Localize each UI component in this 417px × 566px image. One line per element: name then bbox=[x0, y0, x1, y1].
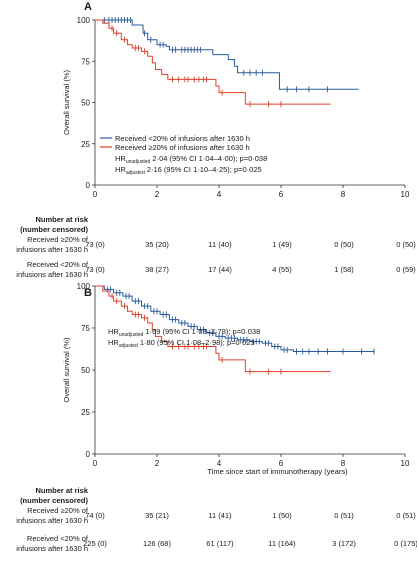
risk-row-label-line1: Received ≥20% of bbox=[27, 235, 89, 244]
x-axis-label: Time since start of immunotherapy (years… bbox=[207, 467, 348, 476]
y-tick-label: 25 bbox=[81, 140, 90, 149]
risk-value: 35 (20) bbox=[145, 240, 169, 249]
risk-row-label-line1: Received ≥20% of bbox=[27, 506, 89, 515]
risk-row-label-line1: Received <20% of bbox=[27, 260, 89, 269]
hr-value: 2·16 (95% CI 1·10–4·25); p=0·025 bbox=[145, 165, 262, 174]
panel-a: A 0 25 50 75 100 0 2 4 6 8 10 Overall survival (%) Re… bbox=[16, 1, 416, 279]
risk-value: 0 (50) bbox=[396, 240, 416, 249]
panel-label: A bbox=[84, 1, 92, 13]
y-tick-label: 50 bbox=[81, 366, 90, 375]
risk-value: 1 (50) bbox=[272, 511, 292, 520]
y-axis-label: Overall survival (%) bbox=[62, 337, 71, 403]
x-tick-label: 0 bbox=[93, 190, 98, 199]
risk-row-label-line1: Received <20% of bbox=[27, 534, 89, 543]
x-tick-label: 8 bbox=[341, 459, 346, 468]
y-tick-label: 25 bbox=[81, 408, 90, 417]
risk-row-label-line2: infusions after 1630 h bbox=[16, 270, 88, 279]
hr-value: 1·69 (95% CI 1·03–2·78); p=0·038 bbox=[143, 327, 260, 336]
risk-value: 61 (117) bbox=[206, 539, 234, 548]
risk-value: 11 (41) bbox=[208, 511, 232, 520]
risk-row-label-line2: infusions after 1630 h bbox=[16, 544, 88, 553]
survival-chart-b: B 0 25 50 75 100 0 2 4 6 8 10 Overall survival (%) Ti… bbox=[16, 282, 417, 553]
y-tick-label: 75 bbox=[81, 57, 90, 66]
x-tick-label: 4 bbox=[217, 190, 222, 199]
panel-label: B bbox=[84, 287, 92, 299]
risk-value: 0 (59) bbox=[396, 265, 416, 274]
risk-value: 74 (0) bbox=[85, 511, 105, 520]
hr-prefix: HR bbox=[108, 338, 119, 347]
hr-value: 1·80 (95% CI 1·08–2·98); p=0·023 bbox=[138, 338, 255, 347]
survival-chart-a: A 0 25 50 75 100 0 2 4 6 8 10 Overall survival (%) Re… bbox=[16, 1, 416, 279]
hr_adjusted-text: HRadjusted 1·80 (95% CI 1·08–2·98); p=0·… bbox=[108, 338, 255, 349]
y-tick-label: 0 bbox=[86, 181, 91, 190]
risk-table-title: Number at risk bbox=[35, 215, 88, 224]
risk-value: 11 (164) bbox=[268, 539, 296, 548]
risk-value: 17 (44) bbox=[208, 265, 232, 274]
risk-table-title: Number at risk bbox=[35, 486, 88, 495]
hr-subscript: adjusted bbox=[126, 170, 145, 176]
x-tick-label: 10 bbox=[401, 459, 410, 468]
panel-b: B 0 25 50 75 100 0 2 4 6 8 10 Overall survival (%) Ti… bbox=[0, 282, 417, 566]
risk-value: 73 (0) bbox=[85, 240, 105, 249]
risk-row-label-line2: infusions after 1630 h bbox=[16, 245, 88, 254]
legend-entry: Received <20% of infusions after 1630 h bbox=[115, 134, 250, 143]
risk-value: 4 (55) bbox=[272, 265, 292, 274]
risk-value: 3 (172) bbox=[332, 539, 356, 548]
risk-value: 35 (21) bbox=[145, 511, 169, 520]
hr_unadjusted-text: HRunadjusted 2·04 (95% CI 1·04–4·00); p=… bbox=[115, 154, 267, 165]
risk-table-subtitle: (number censored) bbox=[20, 225, 88, 234]
risk-value: 0 (50) bbox=[334, 240, 354, 249]
x-tick-label: 6 bbox=[279, 190, 284, 199]
x-tick-label: 8 bbox=[341, 190, 346, 199]
hr_unadjusted-text: HRunadjusted 1·69 (95% CI 1·03–2·78); p=… bbox=[108, 327, 260, 338]
risk-value: 225 (0) bbox=[83, 539, 107, 548]
risk-value: 1 (58) bbox=[334, 265, 354, 274]
x-tick-label: 6 bbox=[279, 459, 284, 468]
survival-curve-high bbox=[95, 19, 331, 105]
risk-table-subtitle: (number censored) bbox=[20, 496, 88, 505]
survival-curve-low bbox=[95, 19, 359, 90]
risk-value: 1 (49) bbox=[272, 240, 292, 249]
risk-value: 11 (40) bbox=[208, 240, 232, 249]
x-tick-label: 10 bbox=[401, 190, 410, 199]
risk-value: 0 (51) bbox=[334, 511, 354, 520]
hr-prefix: HR bbox=[115, 154, 126, 163]
survival-curve-low bbox=[95, 285, 374, 353]
y-tick-label: 100 bbox=[77, 282, 91, 291]
x-tick-label: 2 bbox=[155, 459, 160, 468]
x-tick-label: 0 bbox=[93, 459, 98, 468]
y-tick-label: 75 bbox=[81, 324, 90, 333]
risk-value: 0 (175) bbox=[394, 539, 417, 548]
risk-value: 73 (0) bbox=[85, 265, 105, 274]
hr-value: 2·04 (95% CI 1·04–4·00); p=0·038 bbox=[150, 154, 267, 163]
x-tick-label: 4 bbox=[217, 459, 222, 468]
risk-value: 126 (68) bbox=[143, 539, 171, 548]
hr-subscript: unadjusted bbox=[126, 159, 151, 165]
hr-subscript: unadjusted bbox=[119, 332, 144, 338]
hr_adjusted-text: HRadjusted 2·16 (95% CI 1·10–4·25); p=0·… bbox=[115, 165, 262, 176]
hr-subscript: adjusted bbox=[119, 343, 138, 349]
y-tick-label: 0 bbox=[86, 450, 91, 459]
legend-entry: Received ≥20% of infusions after 1630 h bbox=[115, 143, 250, 152]
hr-prefix: HR bbox=[115, 165, 126, 174]
x-tick-label: 2 bbox=[155, 190, 160, 199]
y-axis-label: Overall survival (%) bbox=[62, 69, 71, 135]
risk-value: 38 (27) bbox=[145, 265, 169, 274]
survival-curve-high bbox=[95, 285, 331, 373]
hr-prefix: HR bbox=[108, 327, 119, 336]
y-tick-label: 100 bbox=[77, 16, 91, 25]
risk-row-label-line2: infusions after 1630 h bbox=[16, 516, 88, 525]
y-tick-label: 50 bbox=[81, 99, 90, 108]
risk-value: 0 (51) bbox=[396, 511, 416, 520]
